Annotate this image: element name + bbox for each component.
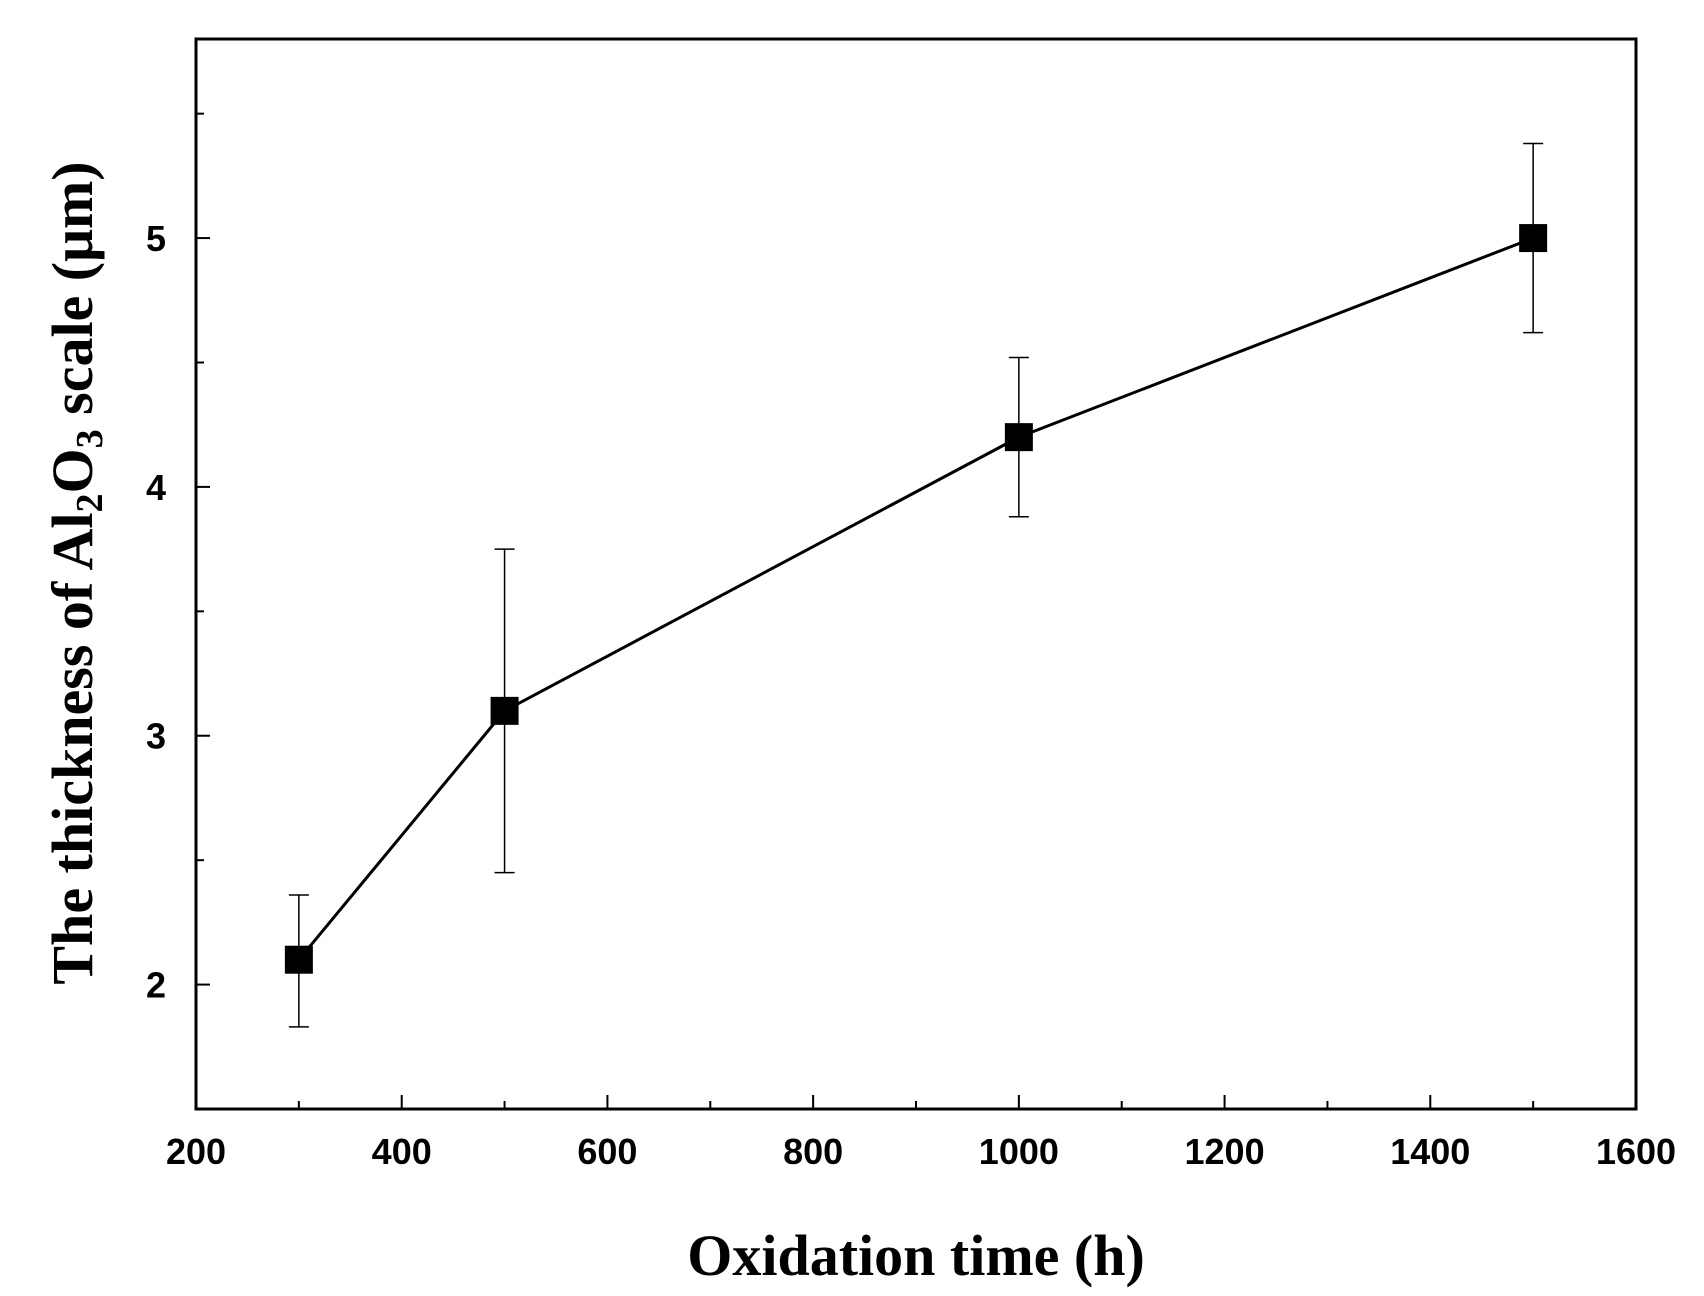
x-tick-label-200: 200 [166, 1131, 226, 1172]
y-title-sub-2: 2 [69, 493, 111, 512]
y-axis: 2 3 4 5 [146, 112, 210, 1110]
x-tick-label-600: 600 [577, 1131, 637, 1172]
data-point-300 [284, 945, 313, 974]
plot-frame [194, 37, 1638, 1111]
y-tick-label-5: 5 [146, 218, 166, 259]
x-tick-label-1000: 1000 [979, 1131, 1059, 1172]
data-point-1000 [1004, 423, 1033, 452]
y-tick-label-3: 3 [146, 716, 166, 757]
data-point-1500 [1519, 224, 1548, 253]
y-tick-label-2: 2 [146, 965, 166, 1006]
x-tick-label-1600: 1600 [1596, 1131, 1676, 1172]
y-title-part-3: O [40, 448, 105, 493]
x-axis-title: Oxidation time (h) [687, 1223, 1145, 1288]
x-tick-label-1400: 1400 [1390, 1131, 1470, 1172]
series-layer [284, 142, 1548, 1028]
x-axis: 200 400 600 800 1000 1200 1400 1600 [166, 1095, 1676, 1172]
x-tick-label-1200: 1200 [1185, 1131, 1265, 1172]
data-point-500 [490, 696, 519, 725]
series-line-0 [297, 236, 1534, 961]
y-axis-title: The thickness of Al2O3 scale (μm) [40, 161, 111, 984]
y-title-sub-4: 3 [69, 429, 111, 448]
y-tick-label-4: 4 [146, 467, 166, 508]
x-tick-label-400: 400 [372, 1131, 432, 1172]
y-title-part-5: scale (μm) [40, 161, 105, 429]
x-tick-label-800: 800 [783, 1131, 843, 1172]
y-title-part-1: The thickness of Al [40, 512, 105, 984]
